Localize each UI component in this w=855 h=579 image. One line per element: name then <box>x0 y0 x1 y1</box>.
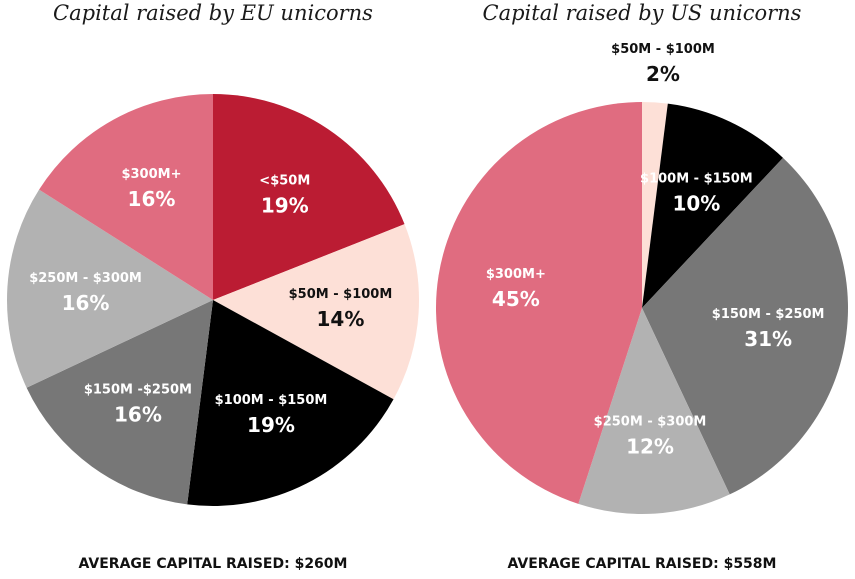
eu-slice-value-150m-250m: 16% <box>114 402 162 426</box>
eu-slice-label-150m-250m: $150M -$250M <box>84 382 192 397</box>
eu-slice-label-100m-150m: $100M - $150M <box>215 393 328 408</box>
eu-pie-chart: Capital raised by EU unicorns <$50M 19% $5… <box>7 1 419 572</box>
us-slice-150m-250m <box>642 157 848 495</box>
eu-chart-title: Capital raised by EU unicorns <box>53 1 373 25</box>
us-slice-label-100m-150m: $100M - $150M <box>640 171 753 186</box>
eu-slice-value-250m-300m: 16% <box>62 291 110 315</box>
us-pie-chart: Capital raised by US unicorns $50M - $10… <box>436 1 848 572</box>
us-slice-value-300m: 45% <box>492 287 540 311</box>
us-slice-label-50m-100m: $50M - $100M <box>611 42 715 57</box>
eu-slice-300m <box>39 94 213 300</box>
eu-slice-250m-300m <box>7 189 214 388</box>
us-slice-label-250m-300m: $250M - $300M <box>594 414 707 429</box>
us-slice-value-250m-300m: 12% <box>626 434 674 458</box>
eu-slice-label-50m: <$50M <box>259 173 310 188</box>
eu-pie-slices <box>7 94 419 507</box>
us-slice-250m-300m <box>578 308 730 514</box>
us-slice-value-50m-100m: 2% <box>646 62 680 86</box>
us-slice-50m-100m <box>642 102 668 308</box>
eu-slice-50m <box>213 94 405 300</box>
eu-slice-label-300m: $300M+ <box>121 167 181 182</box>
us-pie-labels: $50M - $100M 2% $100M - $150M 10% $150M - $2… <box>486 42 825 458</box>
us-slice-label-150m-250m: $150M - $250M <box>712 307 825 322</box>
us-average-capital: AVERAGE CAPITAL RAISED: $558M <box>508 556 777 572</box>
us-slice-100m-150m <box>642 103 784 308</box>
eu-average-capital: AVERAGE CAPITAL RAISED: $260M <box>79 556 348 572</box>
eu-pie-labels: <$50M 19% $50M - $100M 14% $100M - $150M 19% $… <box>29 167 392 437</box>
us-slice-value-100m-150m: 10% <box>672 191 720 215</box>
eu-slice-50m-100m <box>213 224 419 400</box>
eu-slice-value-50m-100m: 14% <box>317 307 365 331</box>
us-chart-title: Capital raised by US unicorns <box>483 1 802 25</box>
eu-slice-label-250m-300m: $250M - $300M <box>29 271 142 286</box>
eu-slice-value-50m: 19% <box>261 193 309 217</box>
eu-slice-value-100m-150m: 19% <box>247 413 295 437</box>
us-slice-label-300m: $300M+ <box>486 267 546 282</box>
us-slice-value-150m-250m: 31% <box>744 327 792 351</box>
eu-slice-150m-250m <box>26 300 214 505</box>
us-slice-300m <box>436 102 642 504</box>
us-pie-slices <box>436 102 848 514</box>
eu-slice-value-300m: 16% <box>128 187 176 211</box>
eu-slice-label-50m-100m: $50M - $100M <box>289 287 393 302</box>
eu-slice-100m-150m <box>187 300 394 507</box>
